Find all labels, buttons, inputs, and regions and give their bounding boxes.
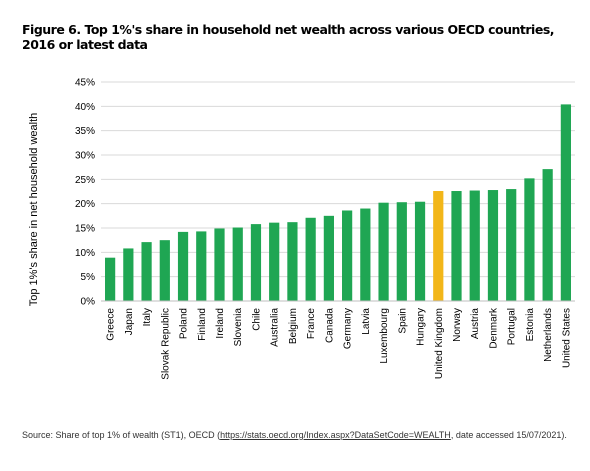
bar-spain — [396, 202, 407, 301]
bar-italy — [141, 242, 152, 301]
y-tick-label: 35% — [75, 126, 95, 137]
y-tick-label: 10% — [75, 248, 95, 259]
source-prefix: Source: Share of top 1% of wealth (ST1),… — [22, 430, 221, 440]
bar-belgium — [287, 222, 298, 301]
y-tick-label: 45% — [75, 78, 95, 89]
bar-chart: 0% 5% 10% 15% 20% 25% 30% 35% 40% 45% Greece Japan… — [28, 78, 575, 380]
x-tick-label: Slovenia — [233, 308, 244, 347]
bar-greece — [105, 257, 116, 301]
bar-japan — [123, 248, 134, 301]
x-tick-label: Canada — [324, 308, 335, 343]
bar-slovenia — [232, 227, 243, 301]
y-tick-label: 0% — [81, 297, 96, 308]
bar-latvia — [360, 208, 371, 301]
x-tick-label: Hungary — [416, 308, 427, 346]
bar-slovak-republic — [159, 240, 170, 301]
x-tick-label: Finland — [197, 308, 208, 341]
bar-ireland — [214, 228, 225, 301]
source-note: Source: Share of top 1% of wealth (ST1),… — [22, 428, 582, 442]
x-tick-label: Greece — [106, 308, 117, 341]
x-tick-label: Spain — [397, 308, 408, 334]
bar-france — [305, 217, 316, 301]
x-tick-label: Poland — [179, 308, 190, 339]
bar-poland — [177, 231, 189, 301]
bar-united-kingdom — [433, 191, 444, 301]
x-tick-label: Ireland — [215, 308, 226, 339]
x-tick-label: Estonia — [525, 308, 536, 342]
y-tick-label: 20% — [75, 199, 95, 210]
x-tick-label: United States — [561, 308, 572, 368]
y-axis-label: Top 1%'s share in net household wealth — [28, 113, 40, 307]
x-tick-label: Norway — [452, 308, 463, 342]
x-tick-label: Chile — [251, 308, 262, 331]
bar-luxembourg — [378, 202, 389, 301]
x-tick-label: Portugal — [507, 308, 518, 345]
bars — [105, 104, 571, 302]
x-tick-label: Belgium — [288, 308, 299, 344]
chart-title: Figure 6. Top 1%'s share in household ne… — [22, 22, 555, 52]
bar-united-states — [560, 104, 571, 302]
bar-netherlands — [542, 169, 553, 301]
bar-norway — [451, 191, 462, 301]
x-tick-label: France — [306, 308, 317, 340]
x-tick-label: Italy — [142, 308, 153, 326]
x-axis-ticks: Greece Japan Italy Slovak Republic Poland Fin… — [106, 307, 573, 380]
bar-austria — [469, 190, 480, 301]
x-tick-label: Germany — [343, 308, 354, 349]
bar-australia — [269, 222, 280, 301]
x-tick-label: Latvia — [361, 308, 372, 335]
bar-chile — [250, 224, 262, 301]
x-tick-label: Austria — [470, 308, 481, 340]
x-tick-label: Australia — [270, 308, 281, 347]
y-tick-label: 40% — [75, 102, 95, 113]
source-suffix: , date accessed 15/07/2021). — [450, 430, 567, 440]
bar-finland — [196, 231, 207, 301]
y-tick-label: 5% — [81, 272, 96, 283]
y-tick-label: 30% — [75, 151, 95, 162]
x-tick-label: Slovak Republic — [160, 308, 171, 380]
bar-hungary — [414, 201, 426, 301]
x-tick-label: Denmark — [488, 307, 499, 349]
y-tick-label: 15% — [75, 224, 95, 235]
bar-portugal — [506, 189, 517, 301]
x-tick-label: Japan — [124, 308, 135, 335]
x-tick-label: Netherlands — [543, 308, 554, 362]
gridlines — [101, 81, 575, 278]
y-axis-ticks: 0% 5% 10% 15% 20% 25% 30% 35% 40% 45% — [75, 78, 95, 308]
x-tick-label: United Kingdom — [434, 308, 445, 379]
x-tick-label: Luxembourg — [379, 308, 390, 364]
y-tick-label: 25% — [75, 175, 95, 186]
bar-denmark — [487, 190, 499, 301]
bar-germany — [342, 210, 353, 301]
bar-estonia — [524, 178, 535, 301]
bar-canada — [323, 215, 334, 301]
source-link[interactable]: https://stats.oecd.org/Index.aspx?DataSe… — [220, 430, 451, 440]
